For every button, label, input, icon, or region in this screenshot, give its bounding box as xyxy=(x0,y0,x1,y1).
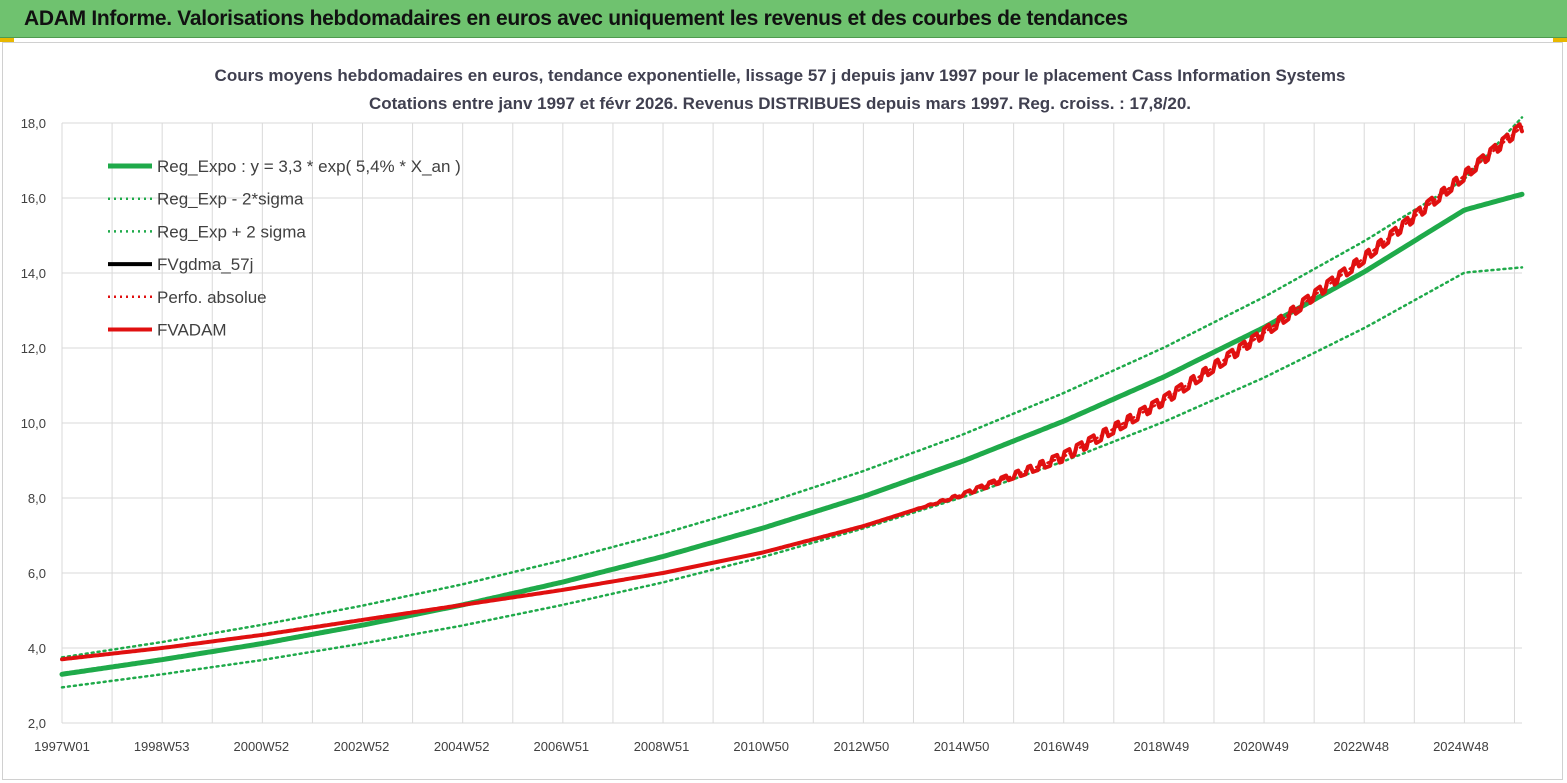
x-tick-label: 1998W53 xyxy=(134,739,190,754)
y-axis-ticks: 2,0 4,0 6,0 8,0 10,0 12,0 14,0 16,0 18,0 xyxy=(21,116,46,731)
legend-label-3: FVgdma_57j xyxy=(157,255,253,274)
legend-label-1: Reg_Exp - 2*sigma xyxy=(157,190,304,209)
series-line-0 xyxy=(59,191,1525,677)
y-tick-label: 12,0 xyxy=(21,341,46,356)
corner-mark-right xyxy=(1553,38,1567,42)
x-tick-label: 2020W49 xyxy=(1233,739,1289,754)
x-tick-label: 2008W51 xyxy=(634,739,690,754)
x-tick-label: 1997W01 xyxy=(34,739,90,754)
x-tick-label: 2002W52 xyxy=(334,739,390,754)
corner-mark-left xyxy=(0,38,14,42)
x-tick-label: 2024W48 xyxy=(1433,739,1489,754)
legend-label-5: FVADAM xyxy=(157,321,227,340)
series-layer xyxy=(59,116,1525,689)
y-tick-label: 2,0 xyxy=(28,716,46,731)
series-line-5 xyxy=(60,122,1524,662)
x-tick-label: 2014W50 xyxy=(934,739,990,754)
report-title: ADAM Informe. Valorisations hebdomadaire… xyxy=(24,7,1128,30)
series-line-1 xyxy=(60,266,1524,689)
x-tick-label: 2022W48 xyxy=(1333,739,1389,754)
legend: Reg_Expo : y = 3,3 * exp( 5,4% * X_an ) R… xyxy=(108,157,461,340)
horizontal-gridlines xyxy=(62,122,1522,724)
y-tick-label: 6,0 xyxy=(28,566,46,581)
x-tick-label: 2006W51 xyxy=(534,739,590,754)
x-tick-label: 2016W49 xyxy=(1033,739,1089,754)
x-axis-ticks: 1997W01 1998W53 2000W52 2002W52 2004W52 2006W… xyxy=(34,739,1489,754)
report-banner: ADAM Informe. Valorisations hebdomadaire… xyxy=(0,0,1567,38)
y-tick-label: 10,0 xyxy=(21,416,46,431)
y-tick-label: 14,0 xyxy=(21,266,46,281)
x-tick-label: 2000W52 xyxy=(234,739,290,754)
y-tick-label: 8,0 xyxy=(28,491,46,506)
y-tick-label: 18,0 xyxy=(21,116,46,131)
legend-label-2: Reg_Exp + 2 sigma xyxy=(157,222,306,241)
x-tick-label: 2010W50 xyxy=(733,739,789,754)
y-tick-label: 4,0 xyxy=(28,641,46,656)
x-tick-label: 2004W52 xyxy=(434,739,490,754)
chart-title-line-1: Cours moyens hebdomadaires en euros, ten… xyxy=(215,66,1346,85)
chart-title-line-2: Cotations entre janv 1997 et févr 2026. … xyxy=(369,94,1191,113)
series-line-2 xyxy=(60,116,1524,659)
x-tick-label: 2012W50 xyxy=(834,739,890,754)
x-tick-label: 2018W49 xyxy=(1134,739,1190,754)
legend-label-0: Reg_Expo : y = 3,3 * exp( 5,4% * X_an ) xyxy=(157,157,461,176)
legend-label-4: Perfo. absolue xyxy=(157,288,267,307)
y-tick-label: 16,0 xyxy=(21,191,46,206)
